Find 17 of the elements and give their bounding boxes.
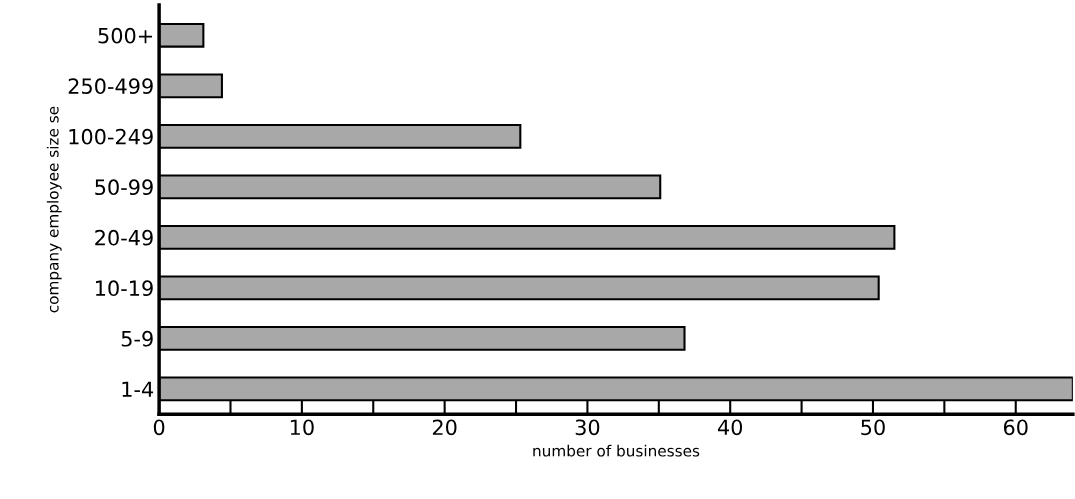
x-tick-label: 10 — [290, 419, 314, 436]
y-axis-title: company employee size se — [46, 106, 62, 313]
x-axis-title: number of businesses — [533, 444, 700, 457]
y-tick-label: 500+ — [98, 27, 153, 44]
y-tick-label: 5-9 — [121, 330, 153, 347]
y-tick-label: 10-19 — [95, 280, 153, 297]
x-tick-label: 0 — [153, 419, 165, 436]
y-tick-label: 50-99 — [95, 179, 153, 196]
y-tick-label: 20-49 — [95, 229, 153, 246]
x-tick-label: 50 — [861, 419, 885, 436]
x-tick-label: 20 — [432, 419, 457, 436]
x-tick-label: 60 — [1003, 419, 1028, 436]
x-tick-label: 40 — [717, 419, 743, 436]
y-tick-label: 1-4 — [122, 381, 154, 397]
x-tick-label: 30 — [575, 419, 600, 436]
y-tick-label: 100-249 — [69, 128, 153, 145]
y-tick-label: 250-499 — [68, 78, 153, 95]
